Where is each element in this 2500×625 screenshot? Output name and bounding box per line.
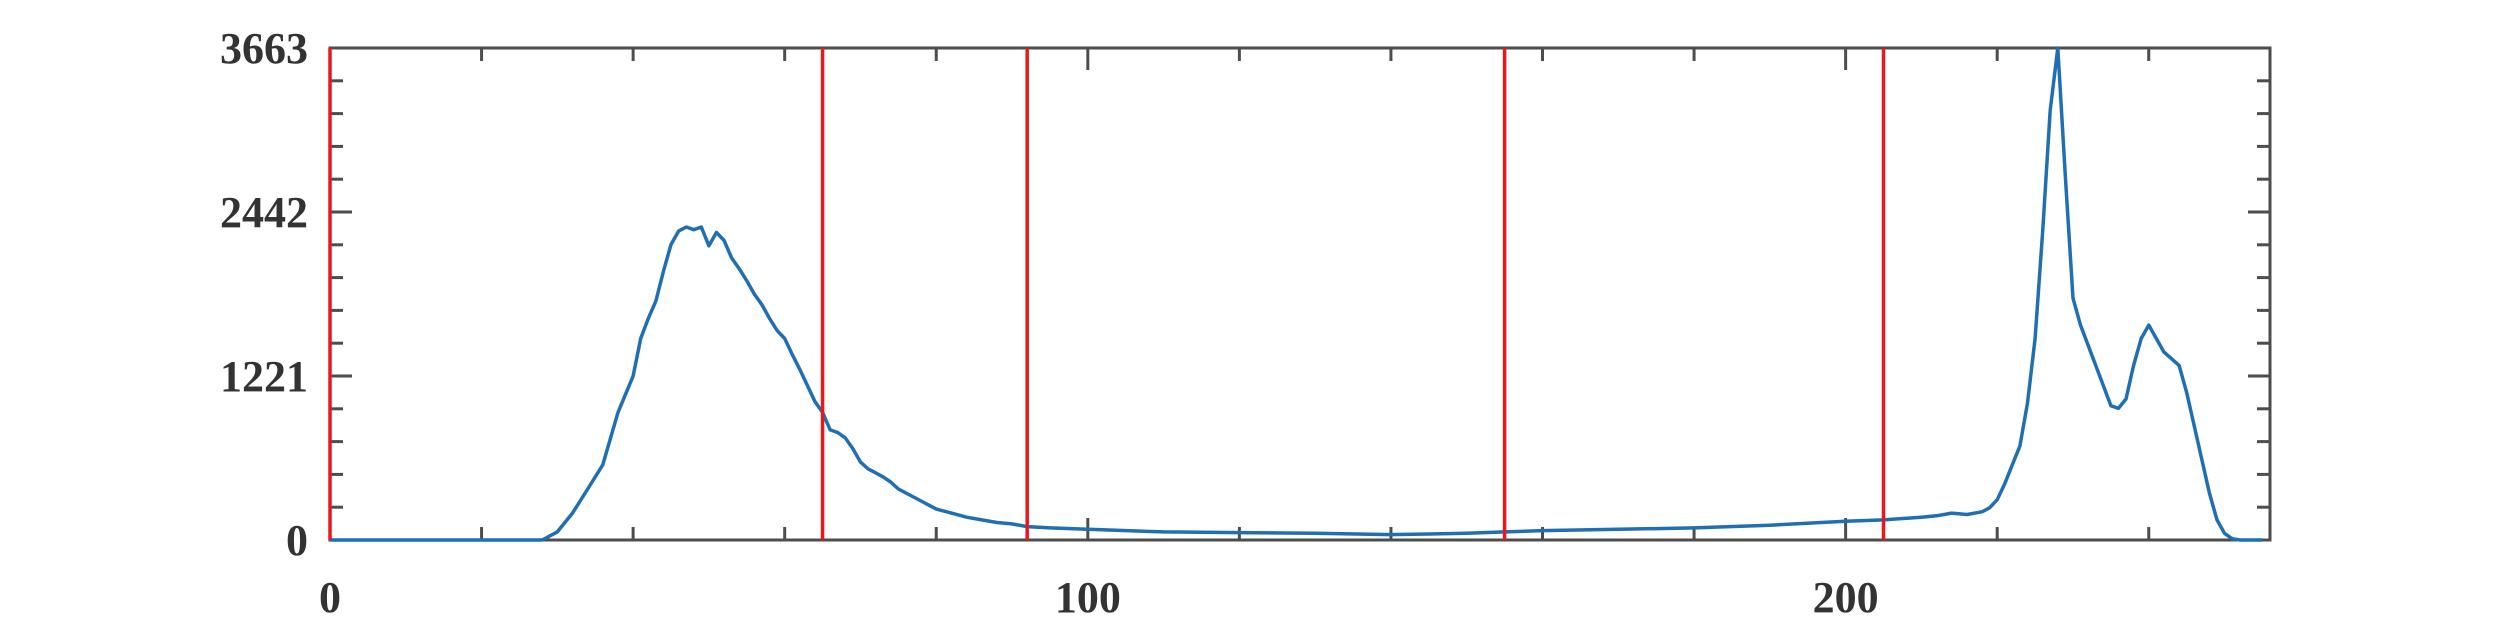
y-tick-label: 1221 xyxy=(220,352,308,401)
y-tick-label: 0 xyxy=(286,516,308,565)
x-tick-label: 100 xyxy=(1055,573,1121,622)
x-tick-label: 200 xyxy=(1813,573,1879,622)
y-tick-label: 3663 xyxy=(220,24,308,73)
plot-frame xyxy=(328,46,2272,542)
histogram-series-line xyxy=(330,46,2263,542)
y-tick-label: 2442 xyxy=(220,188,308,237)
plot-marks xyxy=(328,46,2272,542)
x-tick-label: 0 xyxy=(319,573,341,622)
tick-labels: 0 100 200 0 1221 2442 3663 xyxy=(220,24,1879,622)
